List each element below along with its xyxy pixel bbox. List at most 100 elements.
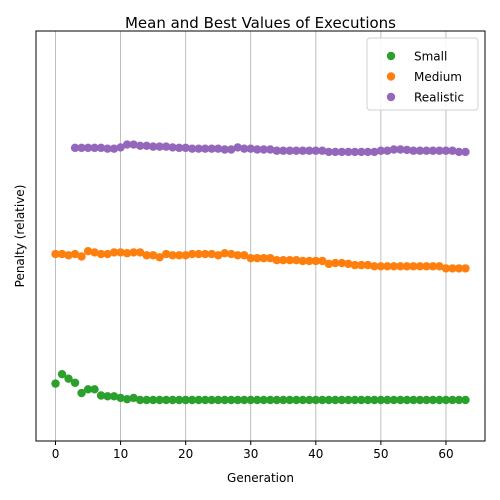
data-point <box>64 374 73 383</box>
tick-layer: 0 10 20 30 40 50 60 <box>52 441 454 461</box>
data-point <box>109 144 119 153</box>
data-point <box>181 395 190 405</box>
point-layer <box>51 140 470 405</box>
data-point <box>116 248 125 257</box>
data-point <box>90 143 99 153</box>
data-point <box>337 395 347 405</box>
data-point <box>181 251 190 260</box>
data-point <box>116 143 125 152</box>
data-point <box>376 146 386 155</box>
data-point <box>370 395 379 405</box>
data-point <box>116 393 125 403</box>
data-point <box>129 248 138 257</box>
data-point <box>415 395 425 405</box>
data-point <box>396 145 405 154</box>
data-point <box>90 248 99 257</box>
data-point <box>331 395 340 405</box>
data-point <box>305 256 314 266</box>
x-tick-label: 20 <box>178 447 193 461</box>
grid-layer <box>55 31 447 441</box>
data-point <box>363 147 373 157</box>
data-point <box>422 262 431 271</box>
data-point <box>148 142 158 151</box>
data-point <box>103 249 112 259</box>
data-point <box>161 249 171 259</box>
data-point <box>83 143 93 153</box>
data-point <box>155 395 164 405</box>
data-point <box>168 395 177 405</box>
data-point <box>109 248 119 257</box>
data-point <box>259 145 268 154</box>
data-point <box>454 395 464 405</box>
data-point <box>402 262 412 271</box>
data-point <box>83 385 93 394</box>
y-axis-label: Penalty (relative) <box>13 185 27 288</box>
data-point <box>181 143 190 153</box>
plot-frame <box>35 30 486 442</box>
data-point <box>174 395 184 405</box>
data-point <box>311 146 321 155</box>
data-point <box>253 253 262 263</box>
data-point <box>142 395 151 405</box>
x-tick-label: 60 <box>438 447 453 461</box>
data-point <box>461 395 470 405</box>
data-point <box>233 143 242 152</box>
data-point <box>285 146 294 155</box>
data-point <box>64 251 73 260</box>
data-point <box>272 255 281 265</box>
data-point <box>135 395 145 405</box>
data-point <box>57 369 67 379</box>
data-point <box>207 249 216 259</box>
data-point <box>227 249 236 259</box>
data-point <box>266 145 275 154</box>
series-realistic <box>70 140 470 157</box>
data-point <box>292 255 301 265</box>
data-point <box>435 146 444 155</box>
data-point <box>266 395 275 405</box>
data-point <box>357 260 366 270</box>
data-point <box>376 395 386 405</box>
data-point <box>285 395 294 405</box>
series-medium <box>51 246 470 273</box>
data-point <box>415 146 425 155</box>
data-point <box>305 395 314 405</box>
data-point <box>454 147 464 157</box>
data-point <box>298 256 307 266</box>
data-point <box>389 395 399 405</box>
data-point <box>207 144 216 153</box>
data-point <box>292 395 301 405</box>
data-point <box>311 395 321 405</box>
data-point <box>253 145 262 154</box>
data-point <box>311 256 321 266</box>
data-point <box>70 143 80 153</box>
data-point <box>448 395 457 405</box>
data-point <box>129 393 138 403</box>
data-point <box>383 395 392 405</box>
data-point <box>415 262 425 271</box>
data-point <box>142 251 151 260</box>
data-point <box>402 395 412 405</box>
legend-label-realistic: Realistic <box>414 90 464 104</box>
data-point <box>324 147 334 157</box>
data-point <box>122 394 132 404</box>
data-point <box>279 395 288 405</box>
data-point <box>155 142 164 151</box>
data-point <box>298 146 307 155</box>
data-point <box>161 142 171 151</box>
data-point <box>337 147 347 157</box>
data-point <box>174 143 184 153</box>
data-point <box>331 258 340 268</box>
data-point <box>389 145 399 154</box>
data-point <box>96 391 106 400</box>
data-point <box>370 262 379 271</box>
data-point <box>259 253 268 263</box>
data-point <box>370 147 379 157</box>
data-point <box>461 147 470 157</box>
data-point <box>428 146 438 155</box>
data-point <box>246 144 255 153</box>
data-point <box>318 146 327 155</box>
data-point <box>194 144 203 153</box>
data-point <box>344 395 353 405</box>
data-point <box>428 262 438 271</box>
data-point <box>272 146 281 155</box>
